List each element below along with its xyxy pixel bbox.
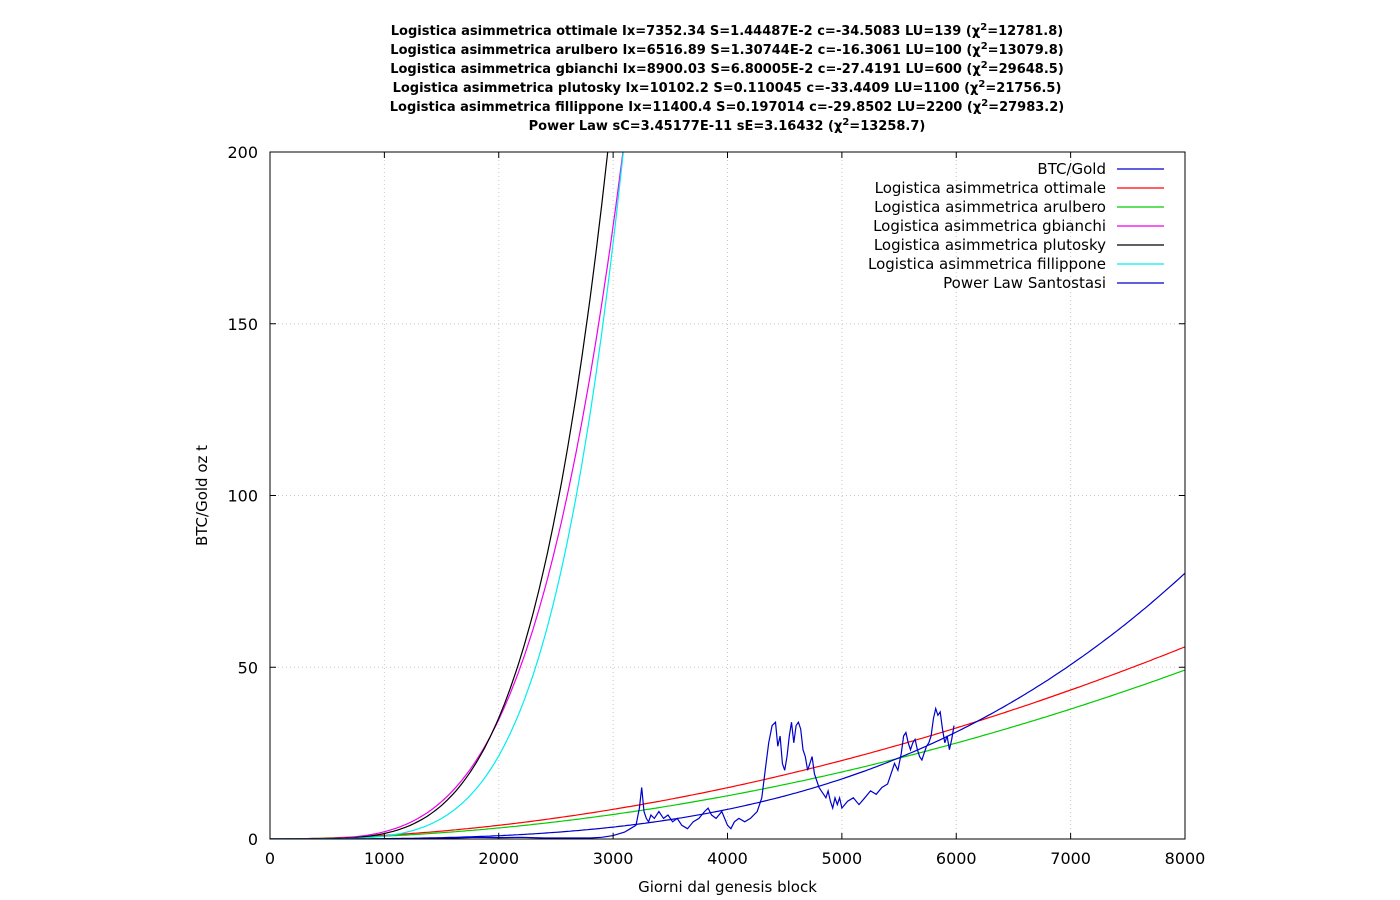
title-line-value: =21756.5) [985, 81, 1061, 96]
title-line-superscript: 2 [978, 79, 985, 90]
title-line: Logistica asimmetrica fillippone Ix=1140… [390, 98, 1064, 115]
x-tick-label: 4000 [707, 849, 748, 868]
y-tick-label: 200 [227, 143, 258, 162]
title-line-text: Logistica asimmetrica gbianchi Ix=8900.0… [390, 62, 972, 77]
title-line-chi: χ [972, 62, 981, 77]
series-line [270, 646, 1185, 839]
title-line: Logistica asimmetrica gbianchi Ix=8900.0… [390, 60, 1064, 77]
title-line: Logistica asimmetrica arulbero Ix=6516.8… [390, 41, 1063, 58]
x-tick-label: 2000 [478, 849, 519, 868]
title-line-value: =13079.8) [988, 43, 1064, 58]
title-line: Logistica asimmetrica ottimale Ix=7352.3… [391, 22, 1063, 39]
series-line [270, 669, 1185, 839]
title-line-chi: χ [972, 43, 981, 58]
title-line-superscript: 2 [842, 117, 849, 128]
title-line-text: Power Law sC=3.45177E-11 sE=3.16432 ( [529, 119, 834, 134]
legend-label: Logistica asimmetrica gbianchi [873, 217, 1106, 235]
title-line-chi: χ [834, 119, 843, 134]
y-axis-title: BTC/Gold oz t [193, 445, 211, 546]
x-tick-label: 1000 [364, 849, 405, 868]
x-tick-label: 0 [265, 849, 275, 868]
chart-title: Logistica asimmetrica ottimale Ix=7352.3… [390, 22, 1064, 134]
title-line-value: =13258.7) [849, 119, 925, 134]
x-tick-label: 3000 [593, 849, 634, 868]
title-line-superscript: 2 [981, 60, 988, 71]
legend-label: Logistica asimmetrica ottimale [875, 179, 1106, 197]
title-line-text: Logistica asimmetrica arulbero Ix=6516.8… [390, 43, 972, 58]
title-line-value: =29648.5) [988, 62, 1064, 77]
legend-label: BTC/Gold [1037, 160, 1106, 178]
title-line-text: Logistica asimmetrica plutosky Ix=10102.… [393, 81, 970, 96]
title-line-superscript: 2 [981, 98, 988, 109]
title-line-superscript: 2 [981, 41, 988, 52]
x-tick-label: 7000 [1050, 849, 1091, 868]
y-tick-label: 150 [227, 315, 258, 334]
legend-label: Logistica asimmetrica plutosky [874, 236, 1106, 254]
legend-label: Logistica asimmetrica arulbero [874, 198, 1106, 216]
title-line-chi: χ [970, 81, 979, 96]
title-line-superscript: 2 [980, 22, 987, 33]
legend-label: Power Law Santostasi [943, 274, 1106, 292]
y-tick-label: 50 [238, 658, 258, 677]
title-line: Logistica asimmetrica plutosky Ix=10102.… [393, 79, 1062, 96]
series-line [368, 706, 955, 839]
title-line-text: Logistica asimmetrica ottimale Ix=7352.3… [391, 24, 972, 39]
axis-ticks: 0 1000 2000 3000 4000 5000 6000 7000 8000 0 50 100 1… [227, 143, 1205, 868]
legend-label: Logistica asimmetrica fillippone [868, 255, 1106, 273]
title-line-chi: χ [973, 100, 982, 115]
y-tick-label: 0 [248, 830, 258, 849]
title-line: Power Law sC=3.45177E-11 sE=3.16432 (χ2=… [529, 117, 926, 134]
series-line [270, 572, 1185, 839]
y-tick-label: 100 [227, 487, 258, 506]
x-tick-label: 8000 [1165, 849, 1206, 868]
grid [270, 152, 1185, 839]
title-line-text: Logistica asimmetrica fillippone Ix=1140… [390, 100, 973, 115]
x-axis-title: Giorni dal genesis block [638, 878, 817, 896]
title-line-value: =27983.2) [988, 100, 1064, 115]
title-line-chi: χ [972, 24, 981, 39]
x-tick-label: 6000 [936, 849, 977, 868]
title-line-value: =12781.8) [987, 24, 1063, 39]
x-tick-label: 5000 [822, 849, 863, 868]
